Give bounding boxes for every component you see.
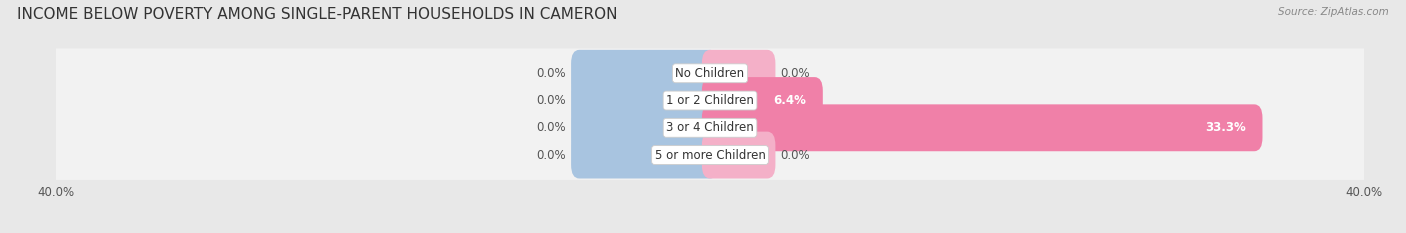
Text: 0.0%: 0.0% bbox=[537, 149, 567, 161]
Text: No Children: No Children bbox=[675, 67, 745, 80]
Text: 6.4%: 6.4% bbox=[773, 94, 807, 107]
FancyBboxPatch shape bbox=[52, 130, 1368, 180]
FancyBboxPatch shape bbox=[702, 77, 823, 124]
FancyBboxPatch shape bbox=[702, 132, 776, 178]
Text: 1 or 2 Children: 1 or 2 Children bbox=[666, 94, 754, 107]
FancyBboxPatch shape bbox=[52, 48, 1368, 98]
Text: 0.0%: 0.0% bbox=[780, 67, 810, 80]
FancyBboxPatch shape bbox=[571, 50, 718, 97]
FancyBboxPatch shape bbox=[571, 132, 718, 178]
Text: Source: ZipAtlas.com: Source: ZipAtlas.com bbox=[1278, 7, 1389, 17]
FancyBboxPatch shape bbox=[571, 104, 718, 151]
FancyBboxPatch shape bbox=[52, 103, 1368, 153]
Text: 3 or 4 Children: 3 or 4 Children bbox=[666, 121, 754, 134]
FancyBboxPatch shape bbox=[702, 104, 1263, 151]
FancyBboxPatch shape bbox=[702, 50, 776, 97]
Legend: Single Father, Single Mother: Single Father, Single Mother bbox=[606, 232, 814, 233]
Text: INCOME BELOW POVERTY AMONG SINGLE-PARENT HOUSEHOLDS IN CAMERON: INCOME BELOW POVERTY AMONG SINGLE-PARENT… bbox=[17, 7, 617, 22]
Text: 5 or more Children: 5 or more Children bbox=[655, 149, 765, 161]
FancyBboxPatch shape bbox=[571, 77, 718, 124]
Text: 0.0%: 0.0% bbox=[537, 67, 567, 80]
Text: 0.0%: 0.0% bbox=[537, 94, 567, 107]
Text: 0.0%: 0.0% bbox=[537, 121, 567, 134]
Text: 0.0%: 0.0% bbox=[780, 149, 810, 161]
FancyBboxPatch shape bbox=[52, 76, 1368, 125]
Text: 33.3%: 33.3% bbox=[1205, 121, 1246, 134]
